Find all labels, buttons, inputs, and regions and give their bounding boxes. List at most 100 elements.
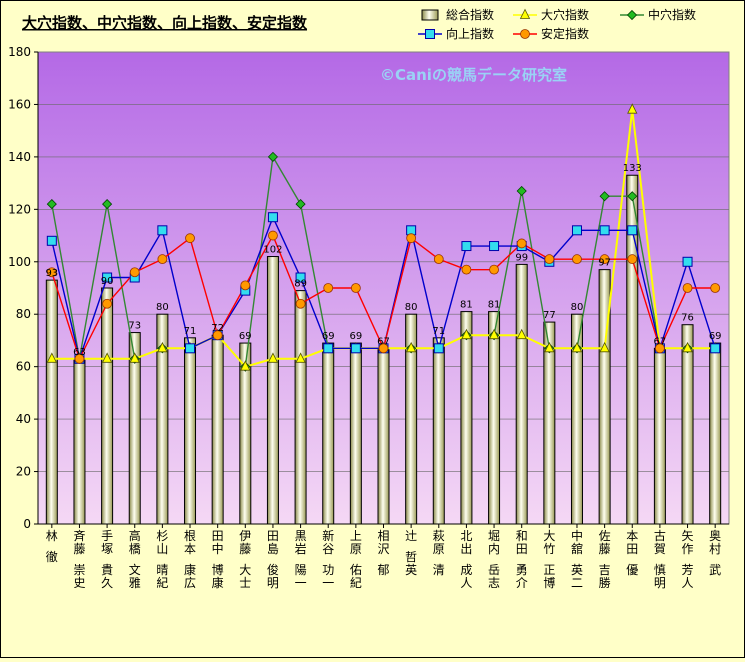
legend-swatch-marker xyxy=(519,8,531,19)
series-point xyxy=(405,341,417,353)
bar xyxy=(488,311,501,525)
x-tick-label: 佐藤 吉勝 xyxy=(599,529,611,590)
x-tick-label: 北出 成人 xyxy=(460,529,472,590)
chart-title: 大穴指数、中穴指数、向上指数、安定指数 xyxy=(22,14,308,32)
x-tick-label: 大竹 正博 xyxy=(543,529,555,590)
bar xyxy=(432,337,445,525)
series-point xyxy=(157,225,168,236)
bar-data-label: 89 xyxy=(294,279,307,290)
series-point xyxy=(406,233,417,244)
bar xyxy=(377,347,390,525)
bar xyxy=(294,290,307,525)
bar-data-label: 76 xyxy=(681,313,694,324)
y-tick-label: 40 xyxy=(16,412,31,426)
bar-data-label: 80 xyxy=(156,302,169,313)
bar-data-label: 69 xyxy=(322,331,335,342)
bar-data-label: 99 xyxy=(515,252,528,263)
x-tick-label: 奥村 武 xyxy=(709,529,721,577)
series-point xyxy=(267,212,278,223)
series-point xyxy=(46,199,57,210)
series-point xyxy=(710,283,721,293)
series-point xyxy=(433,343,444,354)
series-point xyxy=(267,352,279,363)
bars xyxy=(45,174,722,525)
series-point xyxy=(682,283,693,293)
bar-data-label: 81 xyxy=(460,300,473,311)
series-point xyxy=(682,256,693,267)
series-point xyxy=(185,343,196,354)
legend-label: 安定指数 xyxy=(541,26,589,41)
series-point xyxy=(157,341,168,353)
y-tick-label: 80 xyxy=(16,307,31,321)
bar xyxy=(211,334,224,525)
series-point xyxy=(599,191,610,202)
series-point xyxy=(489,241,500,252)
series-point xyxy=(488,328,500,340)
bar-data-label: 102 xyxy=(263,245,282,256)
legend-swatch-marker xyxy=(520,29,530,39)
series-point xyxy=(102,199,113,210)
bar xyxy=(653,347,666,525)
series-point xyxy=(627,191,638,202)
series-point xyxy=(433,254,444,265)
x-tick-label: 根本 康広 xyxy=(184,529,196,590)
x-tick-label: 黒岩 陽一 xyxy=(295,529,307,590)
series-point xyxy=(571,225,582,236)
series-point xyxy=(129,267,140,278)
y-tick-label: 140 xyxy=(8,150,31,164)
bar-data-label: 69 xyxy=(239,331,252,342)
bar-data-label: 133 xyxy=(623,163,642,174)
x-tick-label: 田島 俊明 xyxy=(267,529,279,590)
x-tick-label: 辻 哲英 xyxy=(405,529,417,577)
series-point xyxy=(516,238,527,249)
x-tick-label: 相沢 郁 xyxy=(377,529,389,577)
series-point xyxy=(268,230,278,241)
x-tick-label: 高橋 文雅 xyxy=(129,528,141,590)
bar-data-label: 81 xyxy=(488,300,501,311)
legend-label: 向上指数 xyxy=(446,26,494,41)
y-tick-label: 180 xyxy=(8,45,31,59)
series-point xyxy=(102,298,112,309)
x-tick-label: 林 徹 xyxy=(46,529,58,564)
series-point xyxy=(516,328,527,340)
series-point xyxy=(212,330,223,341)
series-point xyxy=(295,352,306,363)
legend-swatch-marker xyxy=(626,9,638,21)
series-point xyxy=(240,280,251,291)
bar xyxy=(73,358,86,525)
series-point xyxy=(350,283,361,293)
bar-data-label: 73 xyxy=(128,321,141,332)
y-axis: 0 20 40 60 80 100 120 140 160 180 xyxy=(8,45,39,531)
legend-swatch-marker xyxy=(425,29,435,39)
x-tick-label: 斉藤 崇史 xyxy=(73,528,85,590)
y-tick-label: 120 xyxy=(8,202,31,216)
series-point xyxy=(295,298,306,309)
series-point xyxy=(323,283,334,293)
bar-data-label: 80 xyxy=(405,302,418,313)
series-point xyxy=(378,343,389,354)
series-point xyxy=(461,241,472,252)
series-point xyxy=(461,328,472,340)
series-point xyxy=(682,341,693,353)
legend-label: 大穴指数 xyxy=(541,7,589,22)
series-point xyxy=(461,264,472,275)
y-tick-label: 0 xyxy=(23,517,31,531)
series-point xyxy=(101,352,113,363)
x-tick-label: 手塚 貴久 xyxy=(101,529,113,590)
bar-data-label: 97 xyxy=(598,258,611,269)
series-point xyxy=(295,199,306,210)
bar-data-label: 71 xyxy=(184,326,197,337)
y-tick-label: 60 xyxy=(16,360,31,374)
series-point xyxy=(46,352,57,363)
x-tick-label: 本田 優 xyxy=(626,529,638,577)
x-tick-label: 伊藤 大士 xyxy=(239,529,251,590)
bar xyxy=(45,279,58,525)
x-tick-label: 杉山 晴紀 xyxy=(156,529,168,590)
x-tick-label: 和田 勇介 xyxy=(516,529,528,590)
bar-data-label: 80 xyxy=(571,302,584,313)
bar xyxy=(101,287,114,525)
series-point xyxy=(240,360,251,371)
bar xyxy=(184,337,197,525)
